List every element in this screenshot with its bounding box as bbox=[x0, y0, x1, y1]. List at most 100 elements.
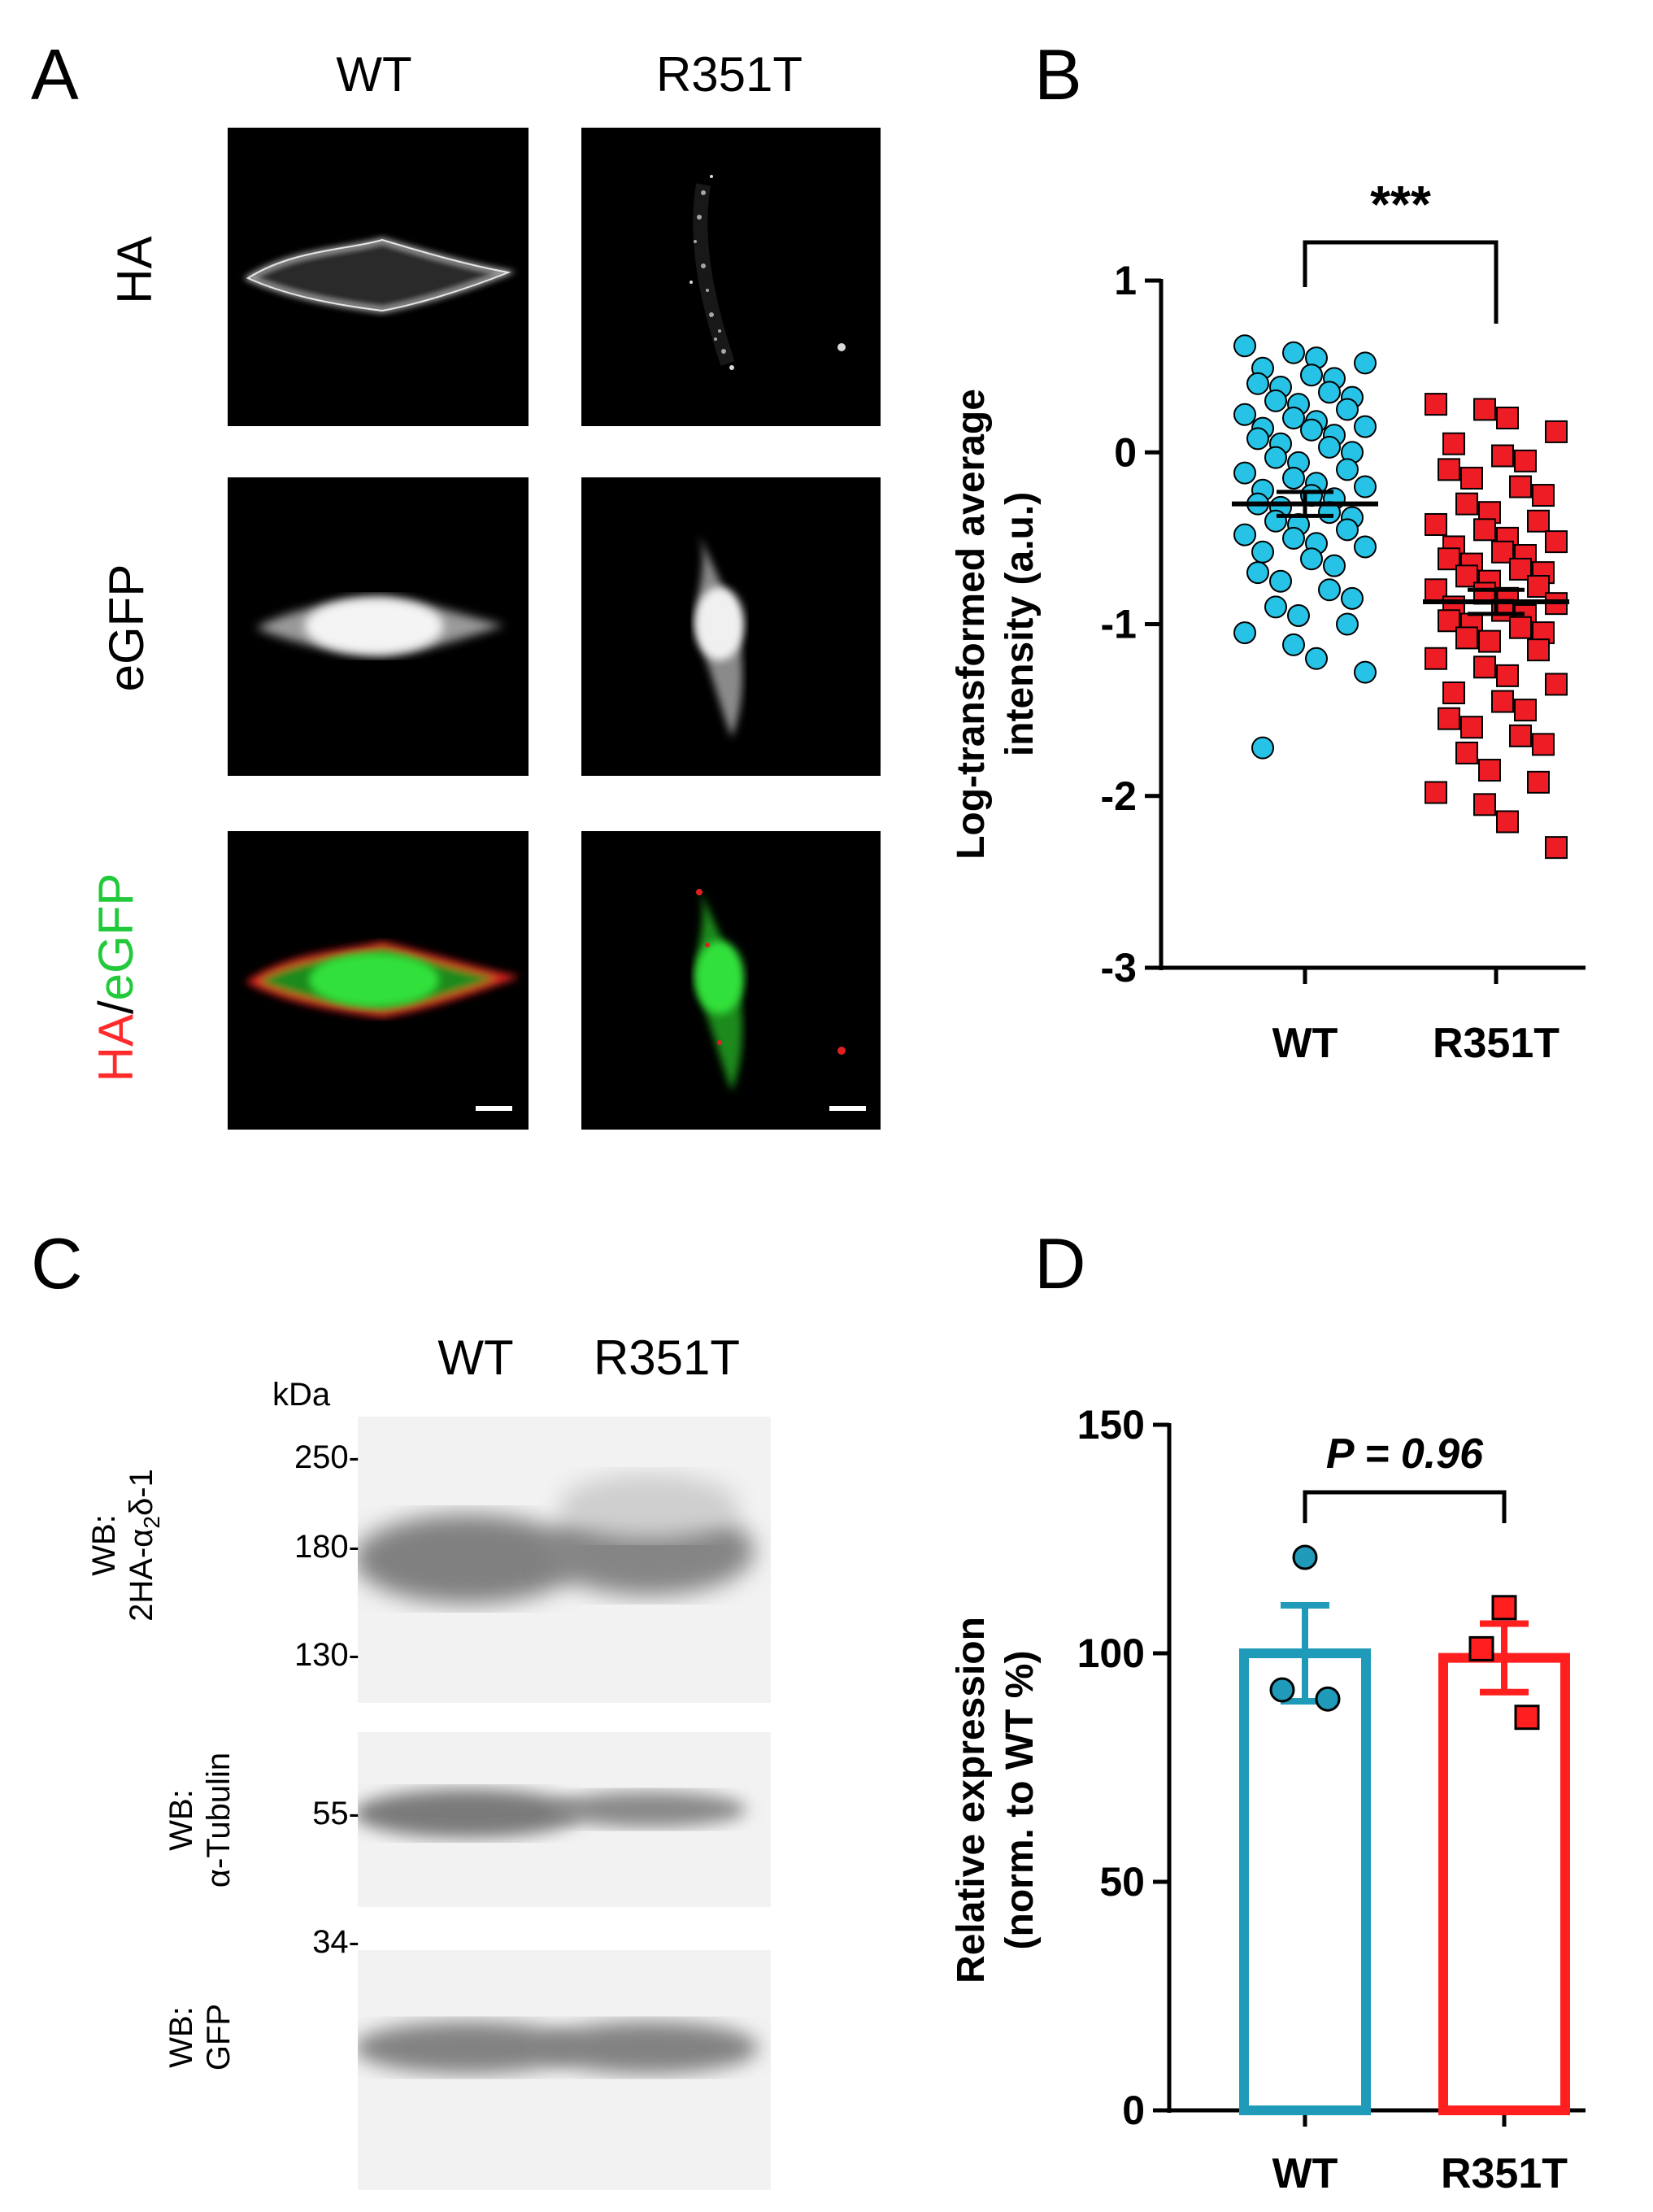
data-point-r351t bbox=[1527, 638, 1550, 662]
data-point-wt bbox=[1300, 547, 1323, 571]
panel-a-column-r351t: R351T bbox=[655, 47, 803, 102]
data-point-wt bbox=[1233, 621, 1256, 645]
data-point-r351t bbox=[1442, 432, 1465, 455]
p-value-label: P = 0.96 bbox=[1326, 1430, 1484, 1478]
blot-label-alpha-tubulin-line1: WB: bbox=[163, 1789, 199, 1851]
micrograph-wt-egfp bbox=[228, 477, 529, 776]
y-tick-label: 0 bbox=[1114, 429, 1137, 475]
data-point-r351t bbox=[1509, 557, 1532, 581]
significance-label: *** bbox=[1370, 175, 1431, 233]
data-point-wt bbox=[1246, 372, 1269, 395]
y-axis-label-line2: (norm. to WT %) bbox=[998, 1651, 1042, 1950]
y-tick-label: -3 bbox=[1101, 945, 1137, 991]
data-point-r351t bbox=[1425, 512, 1447, 536]
data-point-wt bbox=[1315, 1686, 1341, 1712]
data-point-wt bbox=[1318, 578, 1341, 602]
y-tick-label: 150 bbox=[1077, 1402, 1145, 1448]
blot-gfp bbox=[358, 1950, 771, 2190]
data-point-wt bbox=[1264, 595, 1287, 619]
blot-label-2ha-a2d1: WB: 2HA-α2δ-1 bbox=[85, 1407, 167, 1683]
panel-c-column-r351t: R351T bbox=[593, 1330, 741, 1385]
significance-bracket bbox=[1303, 240, 1499, 324]
data-point-wt bbox=[1264, 389, 1287, 412]
data-point-r351t bbox=[1460, 466, 1483, 490]
merge-label-ha: HA bbox=[89, 1014, 143, 1082]
x-tick-label: WT bbox=[1272, 2150, 1338, 2197]
data-point-wt bbox=[1318, 435, 1341, 459]
blot-label-alpha-tubulin-line2: α-Tubulin bbox=[201, 1752, 237, 1888]
y-tick-label: 100 bbox=[1077, 1631, 1145, 1676]
blot-label-alpha-tubulin: WB: α-Tubulin bbox=[163, 1714, 244, 1926]
data-point-wt bbox=[1233, 461, 1256, 485]
data-point-r351t bbox=[1438, 458, 1460, 481]
data-point-r351t bbox=[1478, 629, 1501, 653]
data-point-r351t bbox=[1496, 664, 1519, 687]
x-tick-label: R351T bbox=[1441, 2150, 1568, 2197]
data-point-wt bbox=[1233, 403, 1256, 426]
data-point-r351t bbox=[1455, 564, 1478, 588]
blot-alpha-tubulin bbox=[358, 1732, 771, 1907]
data-point-wt bbox=[1354, 415, 1377, 438]
data-point-r351t bbox=[1509, 616, 1532, 639]
data-point-wt bbox=[1300, 418, 1323, 442]
y-axis-label-line1: Log-transformed average bbox=[950, 389, 993, 860]
data-point-wt bbox=[1336, 612, 1359, 636]
marker-130: 130- bbox=[294, 1637, 359, 1673]
data-point-r351t bbox=[1514, 1705, 1540, 1731]
panel-a-column-wt: WT bbox=[336, 47, 412, 102]
micrograph-r351t-egfp bbox=[581, 477, 881, 776]
data-point-r351t bbox=[1545, 420, 1568, 443]
data-point-r351t bbox=[1438, 707, 1460, 730]
y-tick-label: 0 bbox=[1122, 2088, 1145, 2133]
panel-letter-d: D bbox=[1034, 1223, 1086, 1304]
data-point-r351t bbox=[1509, 475, 1532, 499]
blot-label-2ha-a2d1-line1: WB: bbox=[86, 1514, 122, 1576]
data-point-wt bbox=[1292, 1544, 1318, 1570]
data-point-r351t bbox=[1491, 690, 1514, 713]
row-label-egfp: eGFP bbox=[99, 564, 154, 692]
data-point-r351t bbox=[1473, 655, 1496, 679]
data-point-r351t bbox=[1425, 647, 1447, 670]
data-point-r351t bbox=[1438, 609, 1460, 633]
micrograph-wt-ha bbox=[228, 128, 529, 426]
y-tick-label: 50 bbox=[1099, 1859, 1145, 1905]
data-point-wt bbox=[1251, 540, 1274, 564]
blot-2ha-a2d1 bbox=[358, 1417, 771, 1703]
data-point-wt bbox=[1282, 466, 1305, 490]
data-point-r351t bbox=[1509, 724, 1532, 747]
y-tick-label: -2 bbox=[1101, 773, 1137, 819]
data-point-r351t bbox=[1532, 484, 1555, 507]
data-point-r351t bbox=[1442, 681, 1465, 704]
data-point-r351t bbox=[1527, 770, 1550, 794]
blot-label-2ha-a2d1-tail: δ-1 bbox=[124, 1469, 159, 1516]
data-point-wt bbox=[1282, 407, 1305, 429]
data-point-r351t bbox=[1496, 810, 1519, 834]
data-point-r351t bbox=[1478, 759, 1501, 782]
data-point-r351t bbox=[1468, 1635, 1494, 1661]
data-point-wt bbox=[1282, 526, 1305, 550]
data-point-wt bbox=[1318, 381, 1341, 404]
data-point-r351t bbox=[1460, 716, 1483, 739]
data-point-wt bbox=[1264, 446, 1287, 469]
p-value-bracket bbox=[1303, 1490, 1507, 1523]
y-axis-label-line2: intensity (a.u.) bbox=[998, 492, 1042, 756]
data-point-wt bbox=[1282, 633, 1305, 656]
data-point-wt bbox=[1269, 569, 1292, 593]
merge-label-slash: / bbox=[89, 1000, 143, 1015]
data-point-r351t bbox=[1514, 699, 1537, 722]
panel-c-column-wt: WT bbox=[437, 1330, 514, 1385]
row-label-merge: HA/eGFP bbox=[89, 856, 144, 1099]
x-tick-label: WT bbox=[1272, 1020, 1338, 1067]
data-point-r351t bbox=[1473, 398, 1496, 421]
data-point-r351t bbox=[1473, 793, 1496, 816]
data-point-r351t bbox=[1532, 733, 1555, 756]
data-point-wt bbox=[1264, 509, 1287, 533]
data-point-wt bbox=[1251, 736, 1274, 760]
micrograph-r351t-ha bbox=[581, 128, 881, 426]
data-point-r351t bbox=[1496, 407, 1519, 429]
data-point-r351t bbox=[1491, 444, 1514, 468]
data-point-r351t bbox=[1545, 530, 1568, 554]
bar-r351t bbox=[1438, 1652, 1570, 2115]
marker-34: 34- bbox=[312, 1924, 359, 1960]
blot-label-gfp: WB: GFP bbox=[163, 1972, 244, 2102]
